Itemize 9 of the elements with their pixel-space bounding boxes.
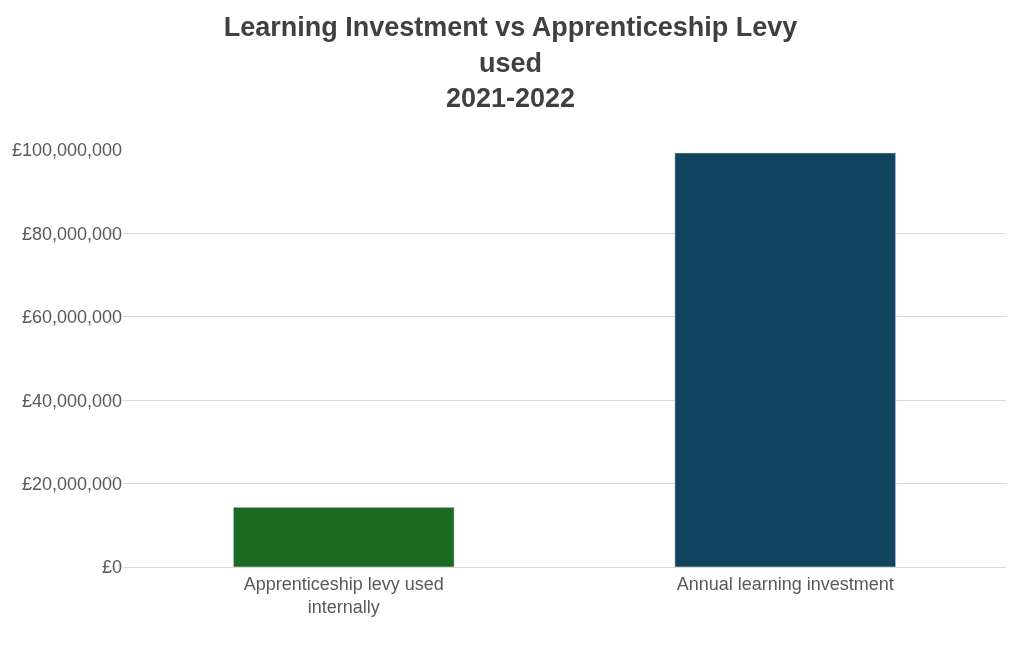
y-tick-label: £80,000,000 (21, 223, 122, 244)
y-tick-label: £0 (101, 557, 122, 578)
y-tick-label: £100,000,000 (11, 140, 122, 161)
y-tick-label: £60,000,000 (21, 307, 122, 328)
y-tick-label: £20,000,000 (21, 473, 122, 494)
y-tick-label: £40,000,000 (21, 390, 122, 411)
x-tick-label: Annual learning investment (676, 573, 894, 594)
x-tick-label: Apprenticeship levy used internally (243, 573, 444, 617)
chart-title: Learning Investment vs Apprenticeship Levy used 2021-2022 (223, 12, 798, 113)
